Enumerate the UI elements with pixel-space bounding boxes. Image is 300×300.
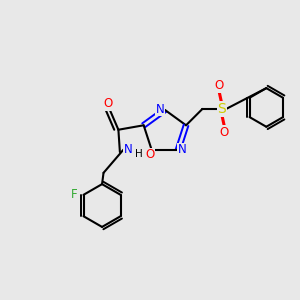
Text: F: F: [71, 188, 78, 201]
Text: H: H: [135, 149, 143, 159]
Text: O: O: [215, 79, 224, 92]
Text: O: O: [103, 98, 112, 110]
Text: N: N: [123, 143, 132, 156]
Text: N: N: [178, 143, 187, 156]
Text: S: S: [218, 102, 226, 116]
Text: O: O: [220, 126, 229, 139]
Text: O: O: [146, 148, 155, 161]
Text: N: N: [156, 103, 165, 116]
